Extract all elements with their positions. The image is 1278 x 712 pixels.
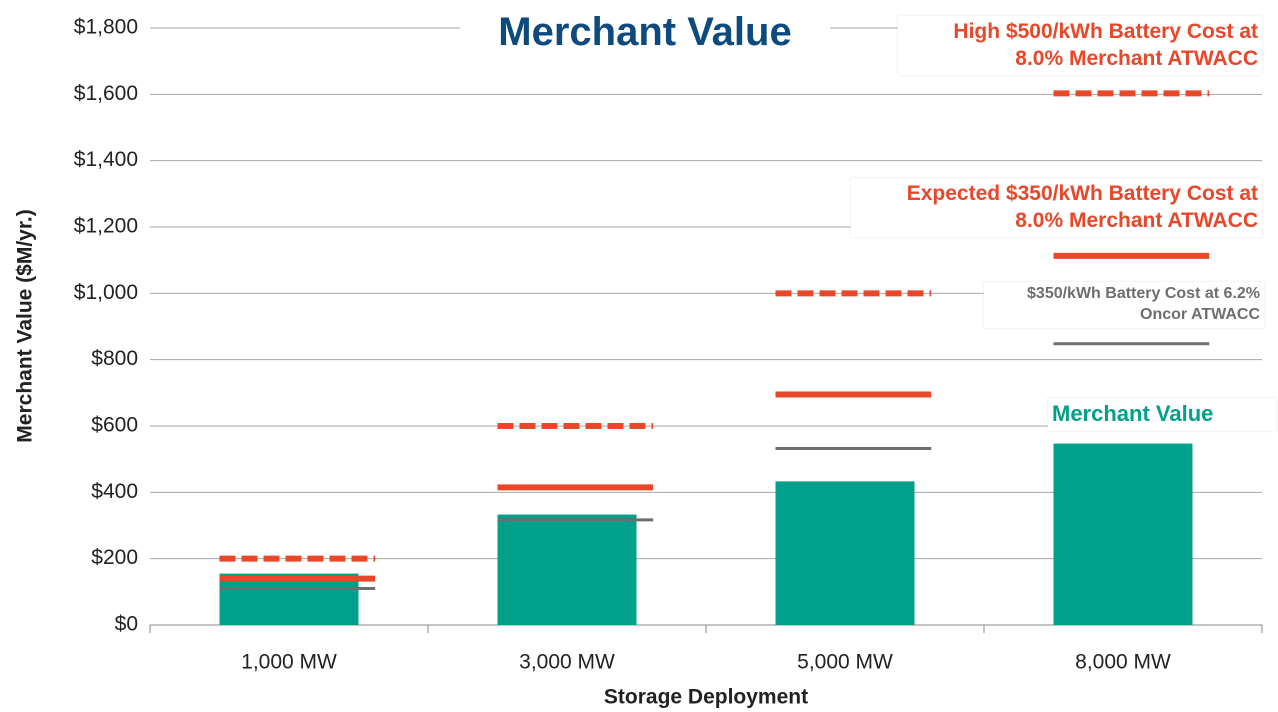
- y-tick-label: $400: [91, 480, 138, 503]
- y-tick-label: $0: [115, 613, 138, 636]
- y-tick-label: $200: [91, 546, 138, 569]
- y-tick-label: $1,200: [74, 215, 138, 238]
- y-tick-label: $1,400: [74, 148, 138, 171]
- y-tick-label: $1,800: [74, 16, 138, 39]
- bar: [219, 573, 359, 625]
- x-tick-label: 1,000 MW: [241, 651, 337, 674]
- bar: [497, 514, 637, 625]
- x-tick-label: 3,000 MW: [519, 651, 615, 674]
- chart-title: Merchant Value: [460, 4, 830, 60]
- y-tick-label: $800: [91, 347, 138, 370]
- y-tick-label: $1,000: [74, 281, 138, 304]
- x-axis-label: Storage Deployment: [604, 686, 808, 709]
- legend-label: High $500/kWh Battery Cost at 8.0% Merch…: [898, 16, 1262, 75]
- y-axis-label: Merchant Value ($M/yr.): [14, 209, 37, 442]
- y-tick-label: $600: [91, 414, 138, 437]
- x-tick-label: 8,000 MW: [1075, 651, 1171, 674]
- x-tick-label: 5,000 MW: [797, 651, 893, 674]
- bar: [775, 481, 915, 625]
- bar: [1053, 443, 1193, 625]
- legend-label: Merchant Value: [1048, 398, 1276, 431]
- y-tick-label: $1,600: [74, 82, 138, 105]
- legend-label: Expected $350/kWh Battery Cost at 8.0% M…: [851, 178, 1262, 237]
- legend-label: $350/kWh Battery Cost at 6.2% Oncor ATWA…: [984, 282, 1264, 328]
